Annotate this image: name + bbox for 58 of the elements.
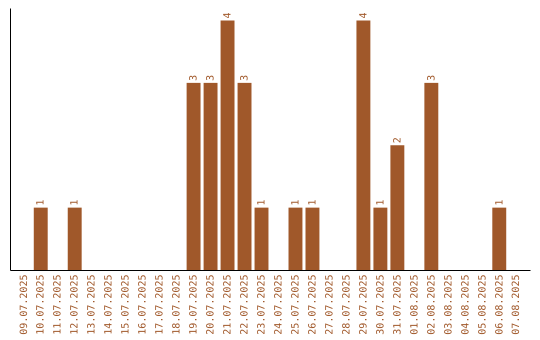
x-tick-label: 28.07.2025 — [341, 274, 352, 335]
x-tick-label: 29.07.2025 — [358, 274, 370, 335]
data-label: 3 — [426, 74, 438, 81]
x-tick-label: 16.07.2025 — [138, 274, 149, 335]
x-tick-label: 04.08.2025 — [460, 274, 472, 335]
x-tick-label: 15.07.2025 — [120, 274, 132, 335]
bar — [390, 145, 404, 270]
data-label: 1 — [70, 200, 81, 206]
x-tick-label: 31.07.2025 — [392, 274, 404, 335]
data-label: 1 — [36, 200, 47, 206]
data-label: 2 — [392, 137, 404, 144]
x-tick-label: 14.07.2025 — [104, 274, 115, 335]
x-tick-label: 21.07.2025 — [222, 274, 234, 335]
bar — [254, 208, 268, 270]
x-tick-label: 03.08.2025 — [443, 274, 454, 335]
bar — [288, 208, 302, 270]
x-tick-label: 13.07.2025 — [86, 274, 98, 335]
data-label: 1 — [307, 200, 318, 206]
x-tick-label: 09.07.2025 — [18, 274, 30, 335]
x-tick-label: 27.07.2025 — [324, 274, 336, 335]
x-tick-label: 24.07.2025 — [273, 274, 284, 335]
x-tick-label: 11.07.2025 — [52, 274, 64, 335]
bar — [356, 20, 370, 270]
x-tick-label: 30.07.2025 — [375, 274, 386, 335]
data-label: 1 — [290, 200, 302, 206]
bar — [186, 82, 201, 270]
x-tick-label: 05.08.2025 — [477, 274, 488, 335]
x-tick-label: 10.07.2025 — [36, 274, 47, 335]
data-label: 1 — [494, 200, 506, 206]
x-tick-label: 17.07.2025 — [154, 274, 166, 335]
data-label: 3 — [240, 74, 251, 81]
x-tick-label: 12.07.2025 — [70, 274, 81, 335]
bar — [305, 208, 320, 270]
data-label: 3 — [188, 74, 200, 81]
data-label: 1 — [375, 200, 386, 206]
data-label: 1 — [256, 200, 268, 206]
bar — [238, 82, 252, 270]
bar — [34, 208, 48, 270]
data-label: 4 — [222, 12, 234, 18]
x-tick-label: 18.07.2025 — [172, 274, 183, 335]
x-tick-label: 20.07.2025 — [206, 274, 217, 335]
x-tick-label: 02.08.2025 — [426, 274, 438, 335]
bar — [68, 208, 82, 270]
x-tick-label: 25.07.2025 — [290, 274, 302, 335]
bar — [220, 20, 235, 270]
x-tick-label: 26.07.2025 — [307, 274, 318, 335]
x-tick-label: 23.07.2025 — [256, 274, 268, 335]
x-tick-label: 07.08.2025 — [511, 274, 522, 335]
data-label: 3 — [206, 74, 217, 81]
x-tick-label: 01.08.2025 — [409, 274, 420, 335]
bar — [373, 208, 388, 270]
bar — [204, 82, 218, 270]
x-tick-label: 06.08.2025 — [494, 274, 506, 335]
bar — [424, 82, 438, 270]
x-tick-label: 22.07.2025 — [240, 274, 251, 335]
data-label: 4 — [358, 12, 370, 18]
bar — [492, 208, 506, 270]
x-tick-label: 19.07.2025 — [188, 274, 200, 335]
